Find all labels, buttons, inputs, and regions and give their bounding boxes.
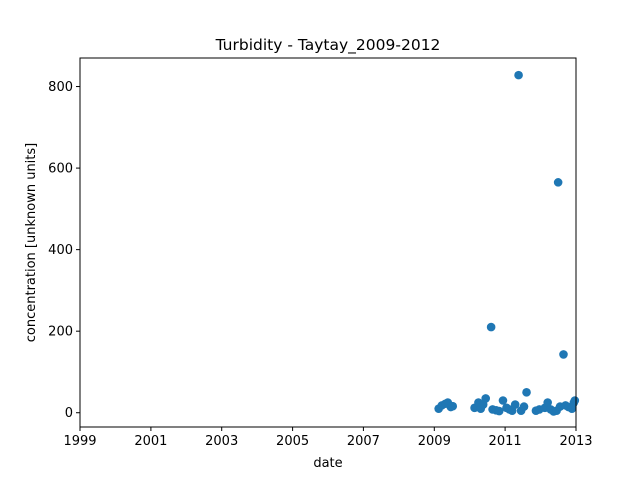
plot-frame (79, 57, 577, 428)
x-tick-label: 2005 (276, 434, 309, 449)
data-point (514, 70, 523, 80)
y-axis-title: concentration [unknown units] (24, 143, 39, 342)
x-tick-label: 2003 (205, 434, 238, 449)
data-point (448, 401, 458, 411)
y-axis: 0 200 400 600 800 (48, 80, 80, 421)
data-point (543, 398, 552, 407)
data-point (481, 394, 491, 403)
data-point (553, 178, 563, 187)
data-point (498, 396, 508, 405)
x-tick-label: 1999 (63, 434, 96, 449)
data-point (570, 396, 580, 405)
data-point (486, 322, 496, 332)
data-point (510, 400, 520, 409)
y-tick-label: 800 (48, 80, 73, 95)
plot-area (80, 58, 576, 427)
x-tick-label: 2007 (347, 434, 380, 449)
data-point (559, 350, 568, 359)
y-tick-label: 200 (48, 325, 73, 340)
x-tick-label: 2013 (559, 434, 592, 449)
x-tick-label: 2001 (134, 434, 167, 449)
x-tick-label: 2009 (418, 434, 451, 449)
y-tick-label: 400 (48, 243, 73, 258)
data-point (522, 388, 531, 397)
data-point (519, 402, 529, 411)
x-axis: 1999 2001 2003 2005 2007 2009 2011 2013 (63, 427, 593, 449)
x-axis-title: date (313, 456, 342, 471)
x-tick-label: 2011 (489, 434, 522, 449)
y-tick-label: 0 (65, 406, 73, 421)
data-point (494, 406, 504, 416)
points-layer (434, 70, 580, 416)
chart-title: Turbidity - Taytay_2009-2012 (215, 36, 441, 55)
y-tick-label: 600 (48, 162, 73, 177)
